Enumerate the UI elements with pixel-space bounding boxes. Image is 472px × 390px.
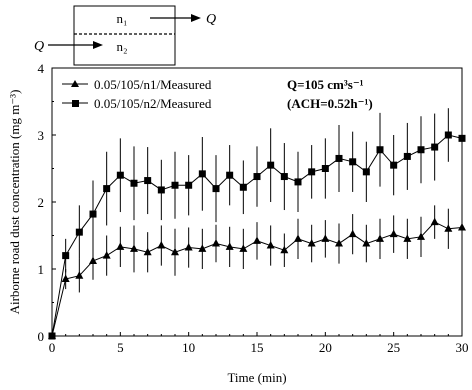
data-point	[171, 247, 179, 256]
data-point	[75, 228, 83, 236]
data-point	[321, 234, 330, 242]
data-point	[116, 171, 124, 179]
x-tick-label: 10	[182, 340, 195, 355]
data-point	[143, 247, 152, 256]
data-point	[430, 217, 439, 226]
data-point	[75, 271, 84, 279]
data-point	[103, 185, 111, 193]
data-point	[417, 146, 425, 154]
data-point	[280, 173, 288, 181]
data-point	[321, 165, 329, 172]
data-point	[307, 239, 316, 247]
chamber-box	[73, 5, 176, 66]
data-point	[226, 171, 234, 179]
data-point	[61, 274, 70, 283]
data-point	[362, 239, 371, 247]
data-point	[157, 241, 166, 249]
upper-zone-label: n₁	[116, 11, 127, 26]
y-axis-label: Airborne road dust concentration (mg m⁻³…	[7, 90, 22, 315]
data-point	[294, 234, 302, 242]
data-point	[253, 173, 261, 181]
data-point	[89, 256, 97, 264]
x-tick-label: 25	[387, 340, 400, 355]
data-point	[225, 242, 234, 250]
legend-square-marker	[72, 100, 79, 107]
data-point	[349, 158, 357, 166]
data-point	[184, 243, 193, 251]
data-point	[185, 181, 193, 189]
inflow-label: Q	[34, 39, 44, 54]
flow-annotation: Q=105 cm³s⁻¹	[287, 77, 364, 92]
data-point	[444, 224, 453, 232]
y-tick-label: 1	[38, 262, 45, 277]
x-axis-ticks: 0 5 10 15 20 25 30	[49, 332, 469, 355]
data-point	[212, 185, 220, 193]
legend: 0.05/105/n1/Measured 0.05/105/n2/Measure…	[62, 77, 212, 111]
data-point	[116, 242, 125, 250]
series-1	[48, 205, 466, 339]
schematic: n₁ n₂ Q Q	[34, 5, 216, 66]
data-point	[444, 131, 452, 139]
data-point	[376, 146, 384, 154]
outflow-arrowhead	[191, 14, 201, 22]
y-axis-ticks: 0 1 2 3 4	[38, 61, 56, 344]
y-tick-label: 2	[38, 195, 45, 210]
data-point	[198, 244, 207, 252]
data-point	[280, 245, 289, 254]
y-tick-label: 3	[38, 128, 45, 143]
data-point	[417, 232, 425, 240]
data-point	[48, 332, 56, 340]
data-point	[89, 210, 97, 218]
data-point	[266, 241, 275, 249]
data-point	[308, 168, 316, 176]
data-point	[389, 229, 398, 238]
ach-annotation: (ACH=0.52h⁻¹)	[287, 96, 373, 111]
data-point	[171, 181, 179, 189]
x-tick-label: 5	[117, 340, 124, 355]
data-point	[198, 170, 206, 178]
data-point	[239, 183, 247, 191]
data-point	[335, 154, 343, 162]
data-point	[212, 239, 220, 247]
data-point	[403, 234, 412, 242]
data-point	[102, 251, 111, 259]
inflow-arrowhead	[93, 41, 103, 49]
data-point	[239, 244, 248, 252]
series-2	[48, 108, 466, 340]
data-point	[144, 177, 152, 185]
data-point	[130, 179, 138, 187]
x-tick-label: 20	[319, 340, 332, 355]
y-tick-label: 0	[38, 329, 45, 344]
data-point	[157, 186, 165, 194]
x-tick-label: 15	[251, 340, 264, 355]
x-axis-label: Time (min)	[227, 370, 286, 385]
data-point	[362, 168, 370, 176]
legend-label-n1: 0.05/105/n1/Measured	[94, 77, 212, 92]
data-point	[335, 239, 343, 247]
x-tick-label: 30	[456, 340, 469, 355]
data-point	[458, 134, 466, 142]
legend-entry-n1: 0.05/105/n1/Measured	[62, 77, 212, 92]
data-point	[253, 236, 261, 244]
data-point	[130, 244, 138, 252]
data-point	[267, 161, 275, 169]
data-point	[458, 222, 466, 231]
data-point	[62, 252, 70, 260]
data-point	[390, 161, 398, 169]
data-point	[294, 178, 302, 186]
lower-zone-label: n₂	[116, 39, 127, 54]
data-point	[431, 143, 439, 151]
y-tick-label: 4	[38, 61, 45, 76]
legend-entry-n2: 0.05/105/n2/Measured	[62, 96, 212, 111]
data-point	[348, 229, 357, 238]
outflow-label: Q	[206, 12, 216, 27]
legend-triangle-marker	[71, 80, 79, 87]
legend-label-n2: 0.05/105/n2/Measured	[94, 96, 212, 111]
series-layer	[48, 108, 466, 340]
data-point	[376, 234, 384, 242]
x-tick-label: 0	[49, 340, 56, 355]
data-point	[403, 152, 411, 160]
